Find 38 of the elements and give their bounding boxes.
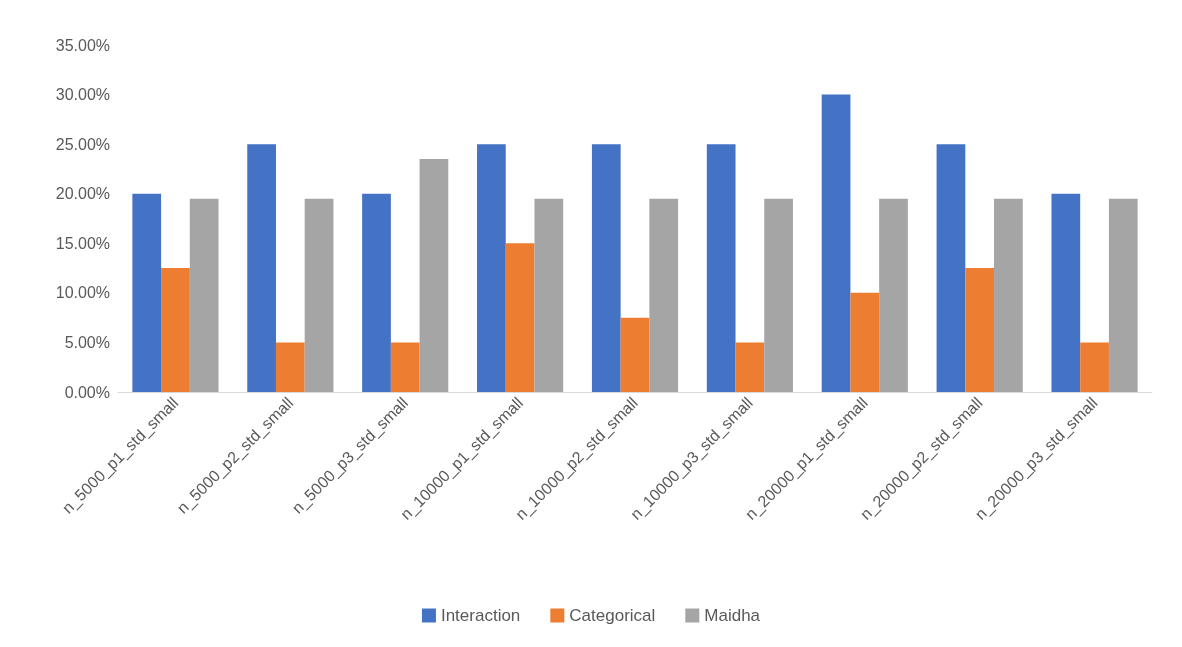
- bar: [706, 144, 736, 392]
- bar: [132, 193, 162, 392]
- bar: [936, 144, 966, 392]
- y-tick-label: 35.00%: [55, 36, 110, 54]
- bar: [1108, 198, 1138, 392]
- bar: [477, 144, 506, 392]
- bar: [649, 198, 679, 392]
- bar: [161, 268, 190, 392]
- y-tick-label: 30.00%: [55, 86, 110, 104]
- bar: [390, 342, 420, 392]
- bar: [362, 193, 391, 392]
- legend-label: Maidha: [704, 606, 761, 625]
- y-tick-label: 25.00%: [55, 135, 110, 153]
- bar: [1051, 193, 1081, 392]
- bar: [275, 342, 305, 392]
- y-tick-label: 0.00%: [64, 383, 110, 401]
- bar: [304, 198, 334, 392]
- bar: [879, 198, 908, 392]
- bar: [850, 292, 880, 392]
- legend-label: Categorical: [569, 606, 656, 625]
- y-tick-label: 10.00%: [55, 284, 110, 302]
- y-tick-label: 15.00%: [55, 234, 110, 252]
- bar: [821, 94, 851, 392]
- bar: [994, 198, 1023, 392]
- bar: [419, 159, 449, 392]
- bar: [591, 144, 621, 392]
- bar: [189, 198, 219, 392]
- bar: [1080, 342, 1109, 392]
- bar: [247, 144, 276, 392]
- y-tick-label: 20.00%: [55, 185, 110, 203]
- bar: [620, 317, 650, 392]
- bar: [505, 243, 535, 392]
- bar: [764, 198, 793, 392]
- bar: [735, 342, 765, 392]
- y-tick-label: 5.00%: [64, 333, 110, 351]
- bar: [534, 198, 564, 392]
- bar: [965, 268, 995, 392]
- legend-label: Interaction: [440, 606, 521, 625]
